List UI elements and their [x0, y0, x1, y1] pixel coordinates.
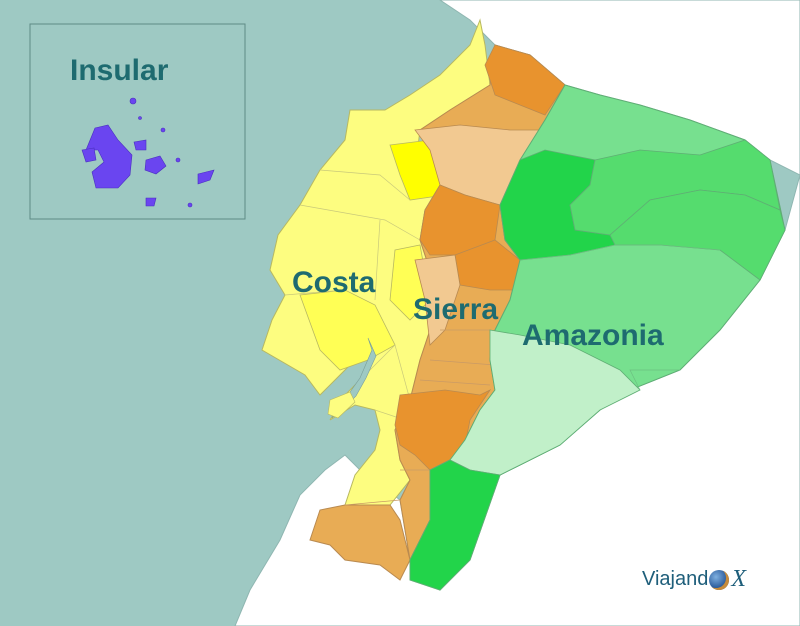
globe-icon: [709, 569, 730, 590]
region-label-amazonia: Amazonia: [522, 319, 664, 352]
amazonia-province-bright-south: [409, 459, 501, 591]
santa-cruz-island: [144, 155, 167, 175]
amazonia-province-pale: [449, 329, 641, 476]
brand-name: Viajand: [642, 568, 709, 590]
brand-suffix: X: [731, 566, 747, 592]
islet: [138, 116, 142, 120]
isabela-island: [85, 124, 133, 189]
amazonia-province-outline: [519, 244, 721, 391]
sierra-province-dark-north: [484, 44, 566, 116]
islet: [129, 97, 137, 105]
region-label-costa: Costa: [292, 266, 376, 299]
sierra-province-outline: [344, 329, 496, 506]
san-cristobal-island: [197, 169, 215, 185]
costa-province-mid: [299, 289, 396, 371]
region-label-sierra: Sierra: [413, 293, 499, 326]
islet: [160, 127, 166, 133]
galapagos-islands: [81, 97, 215, 208]
insular-inset-frame: [29, 23, 246, 220]
islet: [187, 202, 193, 208]
floreana-island: [145, 197, 157, 207]
islet: [175, 157, 181, 163]
puna-island: [327, 391, 356, 419]
brand-watermark: Viajand X: [642, 566, 746, 593]
region-label-insular: Insular: [70, 54, 169, 87]
fernandina-island: [81, 147, 97, 163]
santiago-island: [133, 139, 147, 151]
costa-province-outline: [284, 169, 421, 421]
